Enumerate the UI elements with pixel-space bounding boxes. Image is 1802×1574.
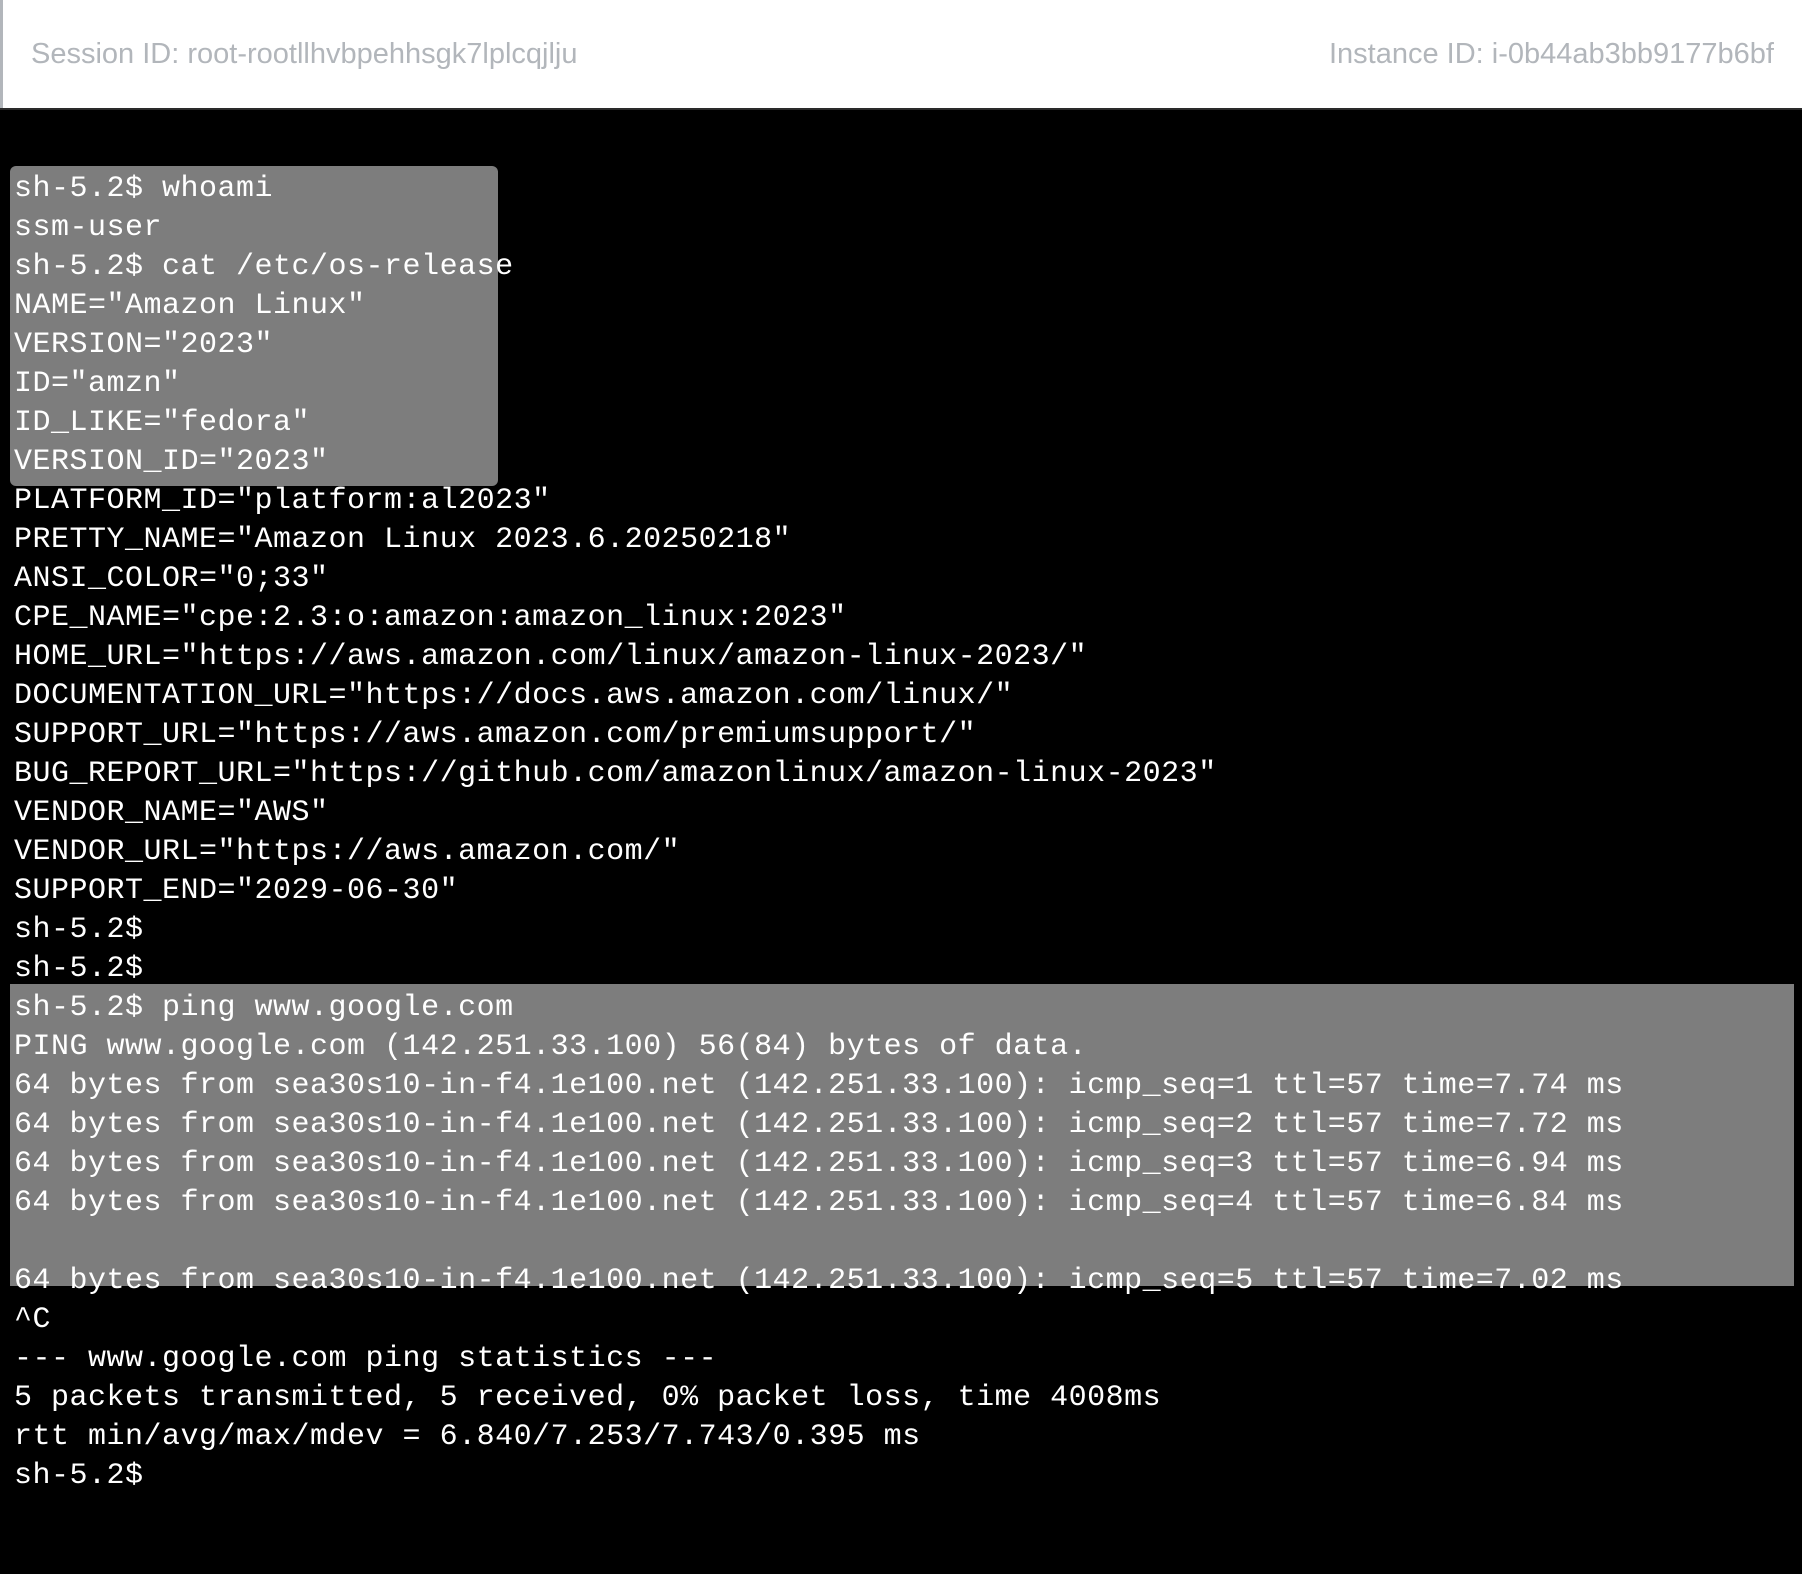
- terminal-line: 64 bytes from sea30s10-in-f4.1e100.net (…: [14, 1262, 1788, 1301]
- session-id-block: Session ID: root-rootllhvbpehhsgk7lplcqj…: [31, 38, 577, 71]
- terminal-line: CPE_NAME="cpe:2.3:o:amazon:amazon_linux:…: [14, 599, 1788, 638]
- terminal-line: SUPPORT_URL="https://aws.amazon.com/prem…: [14, 716, 1788, 755]
- terminal-line: HOME_URL="https://aws.amazon.com/linux/a…: [14, 638, 1788, 677]
- terminal-line: SUPPORT_END="2029-06-30": [14, 872, 1788, 911]
- session-id-label: Session ID:: [31, 38, 179, 70]
- terminal-line: rtt min/avg/max/mdev = 6.840/7.253/7.743…: [14, 1418, 1788, 1457]
- terminal-line: [14, 1223, 1788, 1262]
- terminal-line: --- www.google.com ping statistics ---: [14, 1340, 1788, 1379]
- terminal-line: 5 packets transmitted, 5 received, 0% pa…: [14, 1379, 1788, 1418]
- terminal-line: sh-5.2$: [14, 950, 1788, 989]
- session-header: Session ID: root-rootllhvbpehhsgk7lplcqj…: [0, 0, 1802, 108]
- terminal-line: ANSI_COLOR="0;33": [14, 560, 1788, 599]
- terminal-line: PING www.google.com (142.251.33.100) 56(…: [14, 1028, 1788, 1067]
- terminal-line: ^C: [14, 1301, 1788, 1340]
- terminal-pane[interactable]: sh-5.2$ whoamissm-usersh-5.2$ cat /etc/o…: [0, 108, 1802, 1574]
- terminal-line: PRETTY_NAME="Amazon Linux 2023.6.2025021…: [14, 521, 1788, 560]
- terminal-line: PLATFORM_ID="platform:al2023": [14, 482, 1788, 521]
- terminal-line: 64 bytes from sea30s10-in-f4.1e100.net (…: [14, 1106, 1788, 1145]
- terminal-line: 64 bytes from sea30s10-in-f4.1e100.net (…: [14, 1145, 1788, 1184]
- terminal-line: sh-5.2$ ping www.google.com: [14, 989, 1788, 1028]
- terminal-line: DOCUMENTATION_URL="https://docs.aws.amaz…: [14, 677, 1788, 716]
- terminal-line: 64 bytes from sea30s10-in-f4.1e100.net (…: [14, 1184, 1788, 1223]
- terminal-line: sh-5.2$ whoami: [14, 170, 1788, 209]
- terminal-line: sh-5.2$: [14, 911, 1788, 950]
- terminal-line: 64 bytes from sea30s10-in-f4.1e100.net (…: [14, 1067, 1788, 1106]
- terminal-line: VENDOR_URL="https://aws.amazon.com/": [14, 833, 1788, 872]
- instance-id-label: Instance ID:: [1329, 38, 1484, 70]
- instance-id-block: Instance ID: i-0b44ab3bb9177b6bf: [1329, 38, 1774, 71]
- terminal-line: sh-5.2$: [14, 1457, 1788, 1496]
- terminal-line: VERSION="2023": [14, 326, 1788, 365]
- terminal-line: NAME="Amazon Linux": [14, 287, 1788, 326]
- terminal-line: ID_LIKE="fedora": [14, 404, 1788, 443]
- terminal-line: VERSION_ID="2023": [14, 443, 1788, 482]
- terminal-line: VENDOR_NAME="AWS": [14, 794, 1788, 833]
- terminal-line: sh-5.2$ cat /etc/os-release: [14, 248, 1788, 287]
- terminal-line: ID="amzn": [14, 365, 1788, 404]
- terminal-line: BUG_REPORT_URL="https://github.com/amazo…: [14, 755, 1788, 794]
- terminal-output: sh-5.2$ whoamissm-usersh-5.2$ cat /etc/o…: [14, 170, 1788, 1496]
- session-id-value: root-rootllhvbpehhsgk7lplcqjlju: [187, 38, 577, 70]
- instance-id-value: i-0b44ab3bb9177b6bf: [1492, 38, 1774, 70]
- terminal-line: ssm-user: [14, 209, 1788, 248]
